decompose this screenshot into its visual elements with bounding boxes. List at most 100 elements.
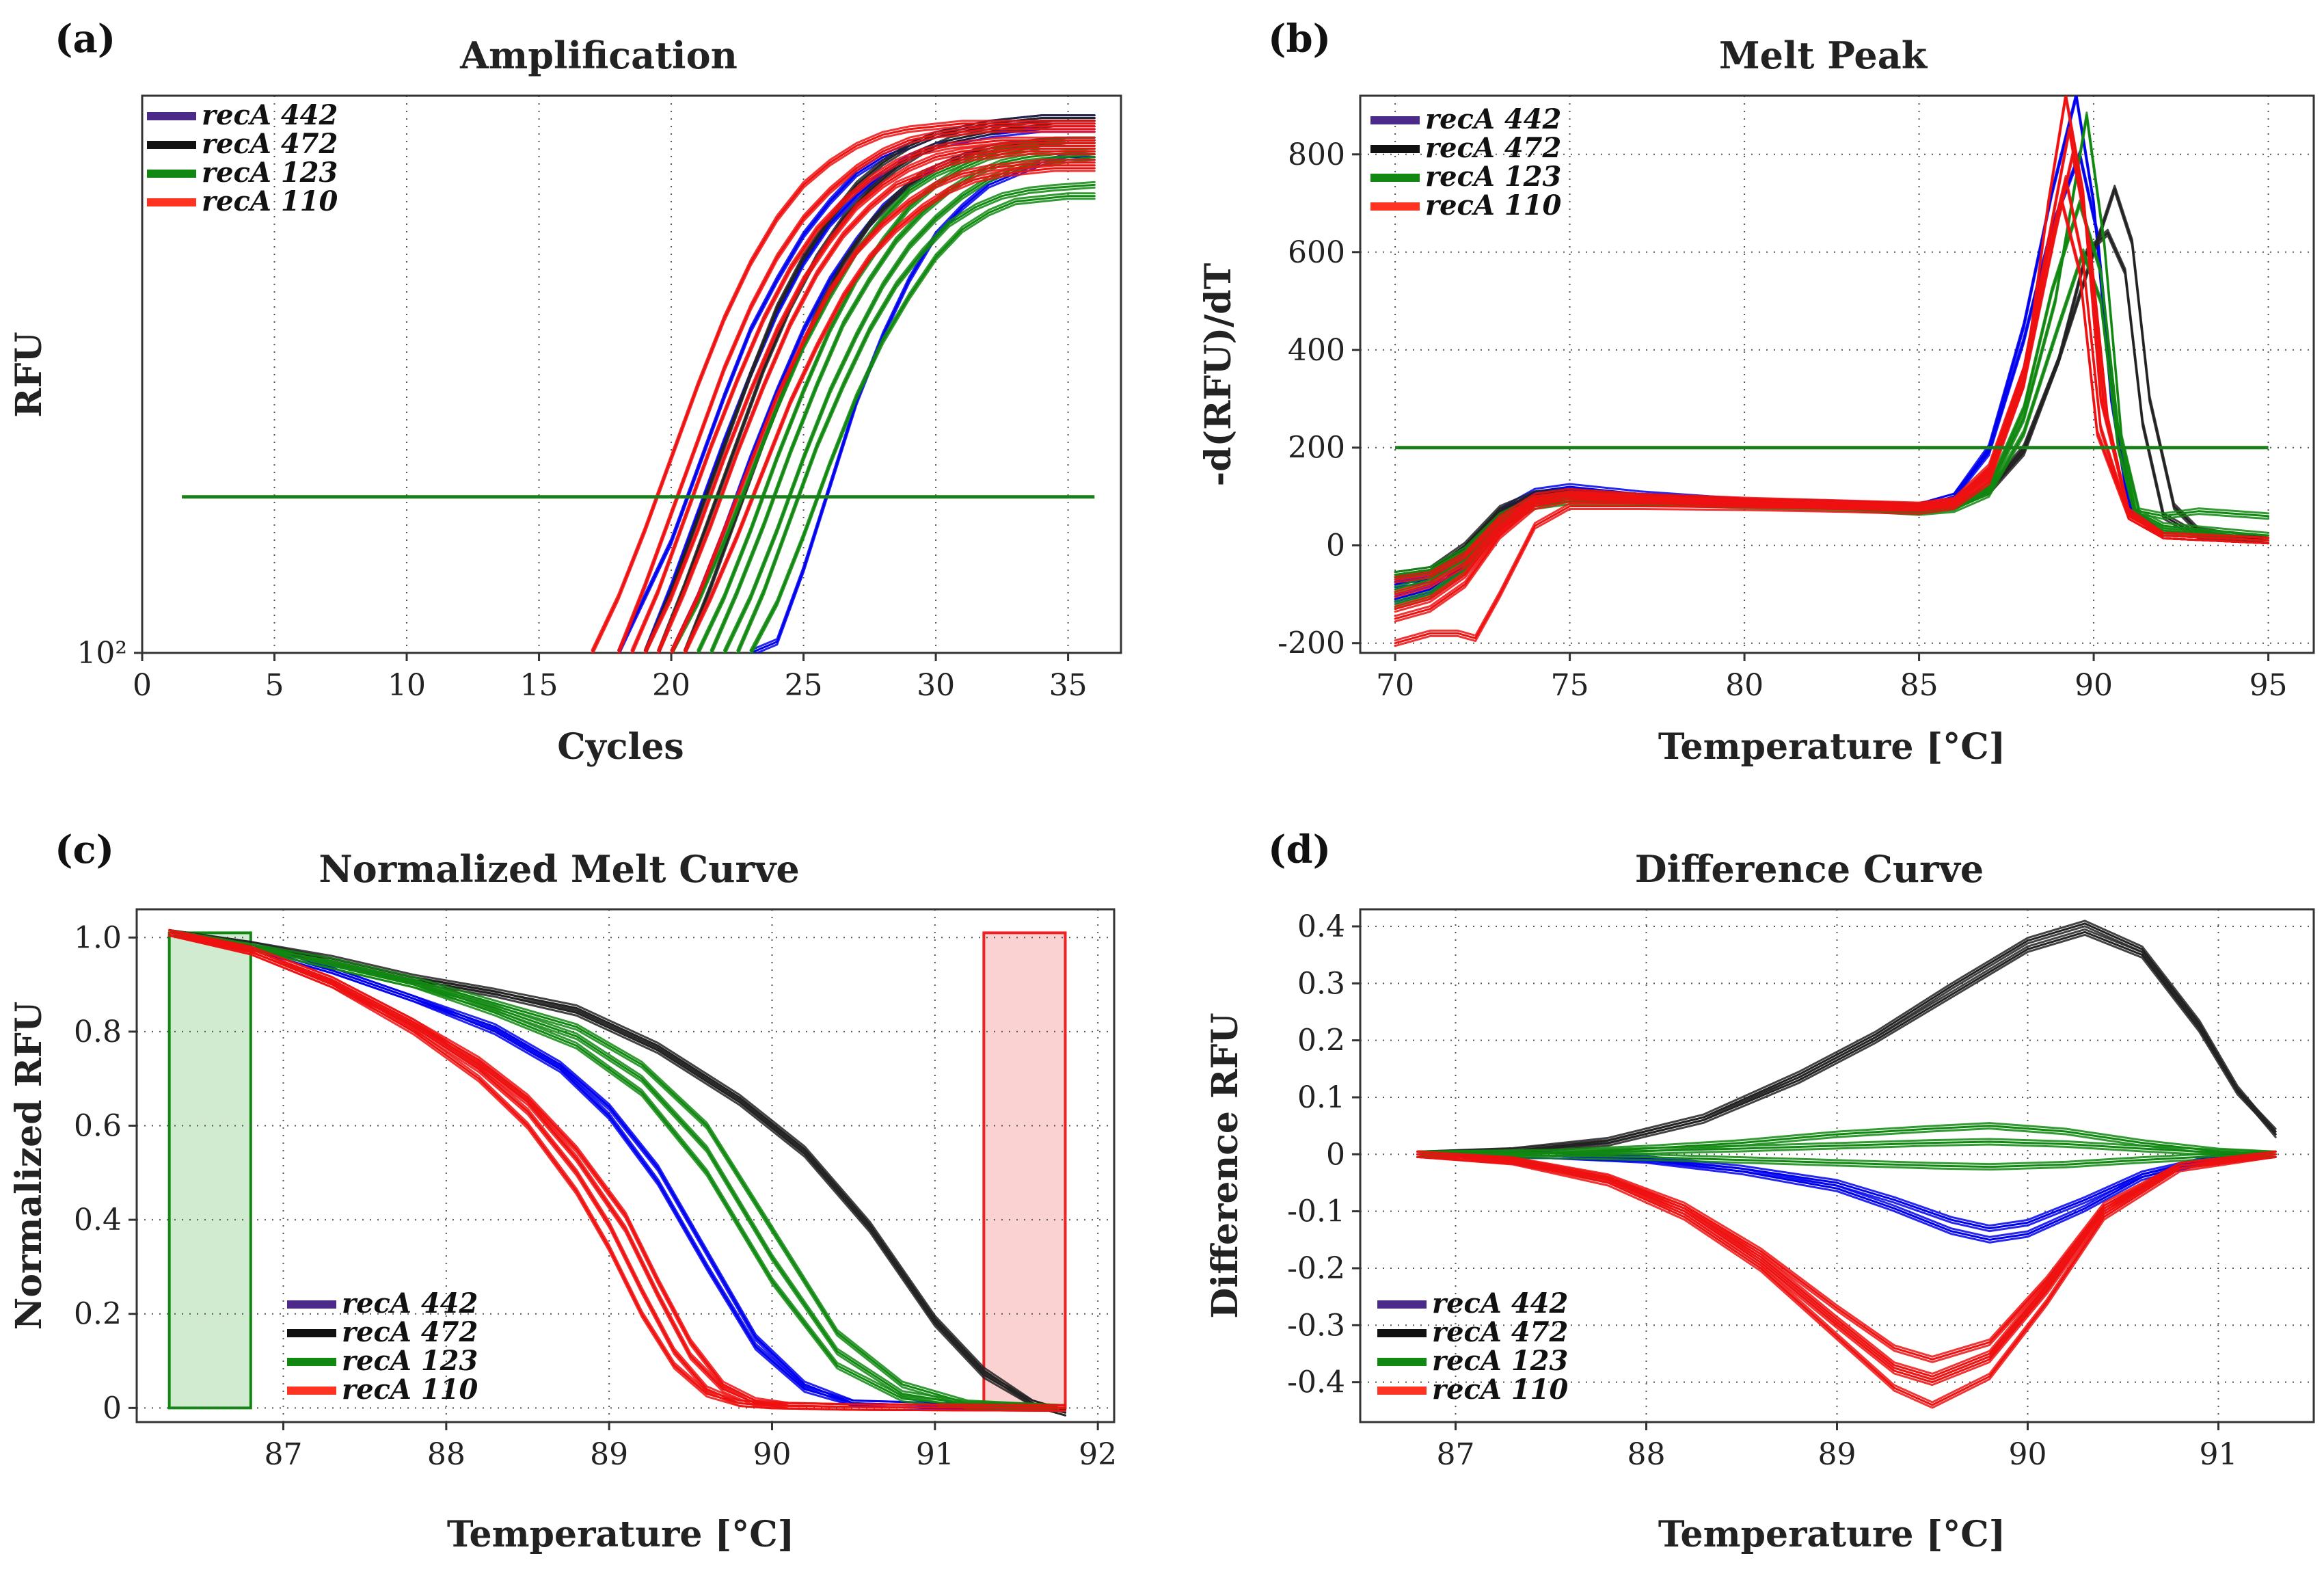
y-tick-label: 0 bbox=[103, 1391, 122, 1425]
chart-title: Melt Peak bbox=[1719, 34, 1928, 77]
curve-line bbox=[671, 164, 1096, 653]
curve-line bbox=[1394, 199, 2270, 588]
series-curves bbox=[168, 928, 1066, 1417]
x-tick-label: 92 bbox=[1079, 1437, 1117, 1472]
curve-line bbox=[1394, 202, 2270, 591]
y-axis-label: Normalized RFU bbox=[8, 1002, 50, 1330]
curve-line bbox=[168, 934, 1066, 1412]
legend-label: recA 110 bbox=[1432, 1374, 1569, 1406]
curve-line bbox=[1416, 1155, 2277, 1244]
y-tick-label: 200 bbox=[1288, 431, 1345, 466]
legend-label: recA 123 bbox=[202, 157, 338, 189]
curve-line bbox=[1416, 1150, 2277, 1375]
curve-line bbox=[1416, 925, 2277, 1158]
series-curves bbox=[1416, 920, 2277, 1409]
chart-panel-b: (b) Melt Peak 70 75 80 85 90 95 -200 0 200 400 600 80… bbox=[1198, 16, 2315, 768]
curve-line bbox=[1416, 1150, 2277, 1358]
curve-line bbox=[168, 934, 1066, 1412]
curve-line bbox=[168, 931, 1066, 1414]
curve-line bbox=[632, 142, 1096, 653]
series-reca-110 bbox=[1394, 96, 2270, 647]
y-tick-label: -0.3 bbox=[1287, 1308, 1345, 1343]
curve-line bbox=[1394, 97, 2270, 647]
curve-line bbox=[168, 934, 1066, 1417]
curve-line bbox=[658, 125, 1096, 653]
x-tick-label: 75 bbox=[1551, 668, 1589, 703]
y-tick-label: 0.2 bbox=[74, 1297, 122, 1332]
x-axis-label: Temperature [°C] bbox=[447, 1514, 794, 1555]
curve-line bbox=[670, 161, 1096, 653]
x-tick-label: 25 bbox=[785, 668, 823, 703]
curve-line bbox=[1394, 254, 2270, 608]
curve-line bbox=[1416, 1153, 2277, 1406]
curve-line bbox=[618, 131, 1096, 653]
series-reca-123 bbox=[1416, 1122, 2277, 1171]
series-reca-472 bbox=[1416, 920, 2277, 1158]
chart-title: Normalized Melt Curve bbox=[319, 847, 799, 891]
y-tick-label: 800 bbox=[1288, 137, 1345, 172]
region-0 bbox=[167, 931, 252, 1410]
x-tick-label: 87 bbox=[1437, 1437, 1475, 1472]
legend-label: recA 123 bbox=[1425, 161, 1561, 193]
y-tick-label: -0.2 bbox=[1287, 1251, 1345, 1286]
y-tick-label: 600 bbox=[1288, 235, 1345, 270]
x-tick-label: 10 bbox=[388, 668, 426, 703]
curve-line bbox=[168, 934, 1066, 1412]
curve-line bbox=[168, 931, 1066, 1409]
x-tick-label: 88 bbox=[1627, 1437, 1666, 1472]
x-tick-label: 20 bbox=[652, 668, 690, 703]
curve-line bbox=[168, 928, 1066, 1406]
curve-line bbox=[1394, 251, 2270, 606]
x-tick-label: 91 bbox=[916, 1437, 954, 1472]
y-tick-label: 0.3 bbox=[1297, 966, 1345, 1001]
curve-line bbox=[1416, 1155, 2277, 1171]
y-tick-label: 10² bbox=[77, 636, 127, 671]
x-tick-label: 89 bbox=[590, 1437, 628, 1472]
chart-title: Difference Curve bbox=[1635, 847, 1984, 891]
grid bbox=[1360, 96, 2314, 653]
curve-line bbox=[1416, 933, 2277, 1158]
curve-line bbox=[683, 167, 1096, 653]
y-tick-label: 400 bbox=[1288, 333, 1345, 368]
curve-line bbox=[1416, 1140, 2277, 1155]
curve-line bbox=[1416, 1155, 2277, 1409]
series-reca-110 bbox=[168, 928, 1066, 1412]
series-reca-110 bbox=[591, 120, 1096, 653]
x-tick-label: 30 bbox=[917, 668, 955, 703]
curve-line bbox=[724, 159, 1096, 653]
curve-line bbox=[1394, 248, 2270, 603]
x-tick-label: 90 bbox=[2009, 1437, 2047, 1472]
y-tick-label: 0 bbox=[1326, 1137, 1345, 1172]
curve-line bbox=[168, 934, 1066, 1412]
curve-line bbox=[168, 931, 1066, 1409]
panel-letter: (c) bbox=[55, 827, 114, 872]
series-curves bbox=[1394, 96, 2270, 647]
curve-line bbox=[168, 928, 1066, 1411]
curve-line bbox=[645, 147, 1096, 653]
x-axis-label: Cycles bbox=[557, 726, 684, 768]
y-tick-label: 0.4 bbox=[1297, 909, 1345, 944]
region-1 bbox=[982, 931, 1067, 1410]
series-reca-442 bbox=[168, 928, 1066, 1412]
y-tick-label: -0.4 bbox=[1287, 1365, 1345, 1400]
legend-label: recA 123 bbox=[1432, 1345, 1568, 1377]
curve-line bbox=[684, 170, 1096, 653]
curve-line bbox=[168, 934, 1066, 1412]
legend-label: recA 442 bbox=[1432, 1287, 1568, 1320]
curve-line bbox=[658, 153, 1096, 653]
legend-label: recA 110 bbox=[342, 1374, 478, 1406]
y-tick-label: 0 bbox=[1326, 528, 1345, 563]
y-tick-label: 1.0 bbox=[74, 920, 122, 955]
curve-line bbox=[168, 931, 1066, 1414]
y-tick-label: -200 bbox=[1278, 626, 1345, 661]
plot-frame bbox=[135, 908, 1116, 1423]
x-tick-label: 15 bbox=[520, 668, 558, 703]
legend-label: recA 472 bbox=[1425, 132, 1561, 164]
x-tick-label: 5 bbox=[265, 668, 284, 703]
curve-line bbox=[1394, 204, 2270, 593]
curve-line bbox=[1416, 1138, 2277, 1153]
curve-line bbox=[1416, 922, 2277, 1155]
